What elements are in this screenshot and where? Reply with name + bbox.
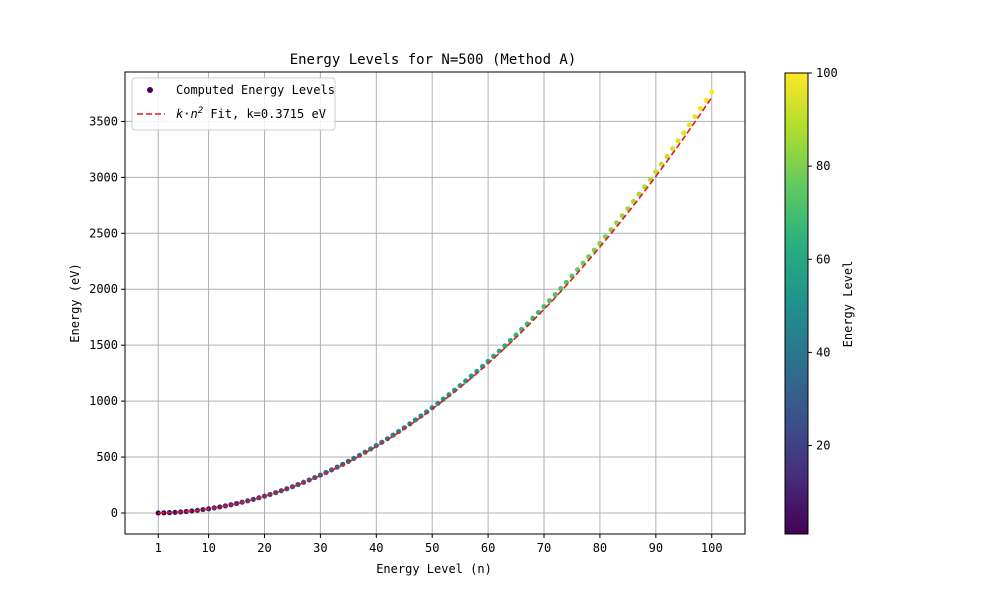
- x-tick-label: 10: [201, 541, 215, 555]
- chart-title: Energy Levels for N=500 (Method A): [290, 52, 577, 68]
- data-point: [692, 114, 698, 120]
- data-point: [675, 138, 681, 144]
- data-point: [407, 421, 413, 427]
- y-tick-label: 0: [111, 506, 118, 520]
- x-tick-label: 20: [257, 541, 271, 555]
- data-point: [468, 373, 474, 379]
- data-point: [709, 89, 715, 95]
- legend-scatter-label: Computed Energy Levels: [176, 83, 335, 97]
- data-point: [390, 432, 396, 438]
- x-tick-label: 1: [155, 541, 162, 555]
- data-point: [670, 146, 676, 152]
- data-point: [558, 285, 564, 292]
- y-axis-label: Energy (eV): [68, 263, 82, 342]
- legend-fit-label-prefix: k·n: [176, 107, 198, 121]
- colorbar-gradient: [784, 72, 809, 535]
- data-point: [686, 122, 692, 128]
- data-point: [412, 417, 419, 423]
- x-tick-label: 30: [313, 541, 327, 555]
- colorbar-tick-label: 100: [816, 66, 838, 80]
- fit-line: [158, 96, 713, 514]
- y-axis-ticks: 0 500 1000 1500 2000 2500 3000 3500: [89, 114, 125, 520]
- x-axis-ticks: 1 10 20 30 40 50 60 70 80 90 100: [155, 534, 723, 555]
- data-point: [496, 348, 502, 354]
- data-point: [368, 446, 374, 452]
- data-point: [312, 474, 318, 481]
- colorbar-tick-label: 60: [816, 252, 830, 266]
- data-point: [261, 493, 268, 499]
- legend-fit-label-sup: 2: [198, 106, 203, 116]
- x-tick-label: 40: [369, 541, 383, 555]
- data-point: [172, 509, 178, 515]
- data-point: [295, 481, 301, 488]
- data-point: [384, 436, 391, 442]
- colorbar: 20 40 60 80 100 Energy Level: [784, 66, 855, 535]
- data-point: [697, 105, 704, 112]
- legend-fit-label-suffix: Fit, k=0.3715 eV: [203, 107, 326, 121]
- data-point: [507, 337, 514, 344]
- plot-area: 1 10 20 30 40 50 60 70 80 90 100 0 500 1000 1500 2000 2…: [89, 71, 746, 555]
- data-point: [200, 506, 206, 513]
- data-point: [502, 343, 508, 349]
- data-point: [642, 184, 648, 190]
- y-tick-label: 1500: [89, 338, 118, 352]
- legend-fit-label: k·n2 Fit, k=0.3715 eV: [176, 106, 326, 121]
- plot-frame: [124, 71, 746, 535]
- data-point: [541, 304, 547, 310]
- data-point: [653, 169, 659, 175]
- legend-box: [131, 77, 336, 131]
- x-tick-label: 70: [537, 541, 551, 555]
- legend-scatter-marker: [147, 87, 153, 93]
- data-point: [217, 504, 223, 510]
- x-tick-label: 100: [701, 541, 723, 555]
- colorbar-tick-label: 80: [816, 159, 830, 173]
- data-point: [278, 488, 284, 494]
- colorbar-tick-label: 40: [816, 345, 830, 359]
- data-point: [189, 508, 195, 514]
- data-point: [233, 500, 240, 507]
- y-tick-label: 2000: [89, 282, 118, 296]
- x-tick-label: 80: [593, 541, 607, 555]
- y-tick-label: 3000: [89, 170, 118, 184]
- data-point: [658, 161, 665, 167]
- y-tick-label: 500: [96, 450, 118, 464]
- data-point: [703, 97, 709, 103]
- data-point: [547, 298, 553, 304]
- data-point: [681, 130, 687, 136]
- colorbar-ticks: 20 40 60 80 100: [808, 66, 838, 453]
- x-tick-label: 60: [481, 541, 495, 555]
- y-tick-label: 1000: [89, 394, 118, 408]
- legend: Computed Energy Levels k·n2 Fit, k=0.371…: [131, 77, 336, 131]
- plot-background: [125, 72, 745, 534]
- y-tick-label: 3500: [89, 114, 118, 128]
- y-tick-label: 2500: [89, 226, 118, 240]
- colorbar-label: Energy Level: [841, 261, 855, 348]
- colorbar-tick-label: 20: [816, 439, 830, 453]
- data-point: [552, 292, 558, 298]
- data-point: [463, 378, 469, 384]
- data-point: [664, 153, 670, 160]
- x-tick-label: 50: [425, 541, 439, 555]
- data-point: [440, 396, 446, 402]
- x-axis-label: Energy Level (n): [376, 562, 492, 576]
- x-tick-label: 90: [649, 541, 663, 555]
- data-point: [647, 176, 653, 182]
